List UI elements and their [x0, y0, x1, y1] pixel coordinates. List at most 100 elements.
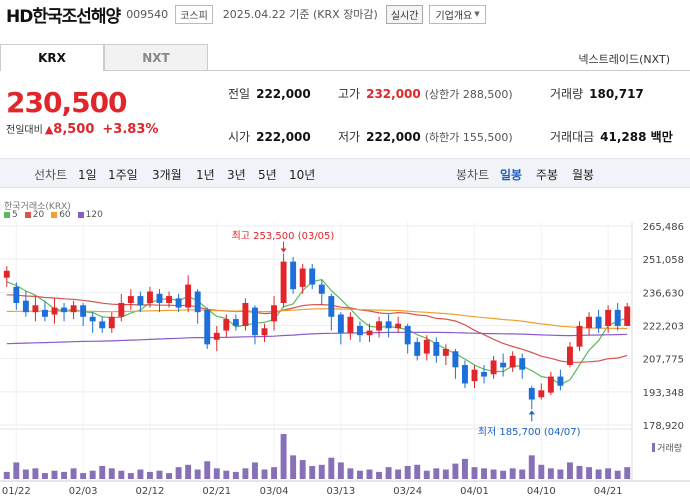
stat-value: 222,000	[256, 130, 311, 144]
volume-bar	[51, 470, 58, 479]
volume-bar	[280, 434, 287, 479]
period-3y[interactable]: 3년	[227, 168, 246, 182]
line-chart-label[interactable]: 선차트	[34, 168, 68, 182]
candle-body	[605, 309, 612, 326]
candle-body	[595, 316, 602, 329]
volume-bar	[318, 464, 325, 479]
volume-bar	[32, 468, 39, 479]
stat-value: 222,000	[366, 130, 421, 144]
x-tick-label: 03/13	[326, 486, 355, 497]
candle-body	[414, 342, 421, 356]
volume-bar	[328, 457, 335, 479]
chart-source: 한국거래소(KRX)	[4, 202, 71, 212]
candle-body	[185, 284, 192, 308]
candle-body	[13, 286, 20, 303]
candle-body	[108, 316, 115, 329]
stat-value: 232,000	[366, 87, 421, 101]
ma-legend: 5 20 60 120	[4, 210, 103, 220]
candle-body	[328, 296, 335, 317]
stat-label: 저가	[338, 130, 361, 144]
period-1y[interactable]: 1년	[196, 168, 215, 182]
candle-body	[366, 330, 373, 336]
candle-body	[156, 293, 163, 303]
volume-bar	[41, 473, 48, 479]
candle-body	[538, 390, 545, 398]
candle-chart-label[interactable]: 봉차트	[456, 168, 490, 182]
candle-body	[481, 371, 488, 377]
volume-bar	[605, 468, 612, 479]
volume-bar	[481, 468, 488, 479]
stat-label: 시가	[228, 130, 251, 144]
volume-bar	[509, 468, 516, 479]
volume-bar	[385, 467, 392, 479]
period-3m[interactable]: 3개월	[152, 168, 182, 182]
volume-bar	[61, 471, 68, 479]
volume-bar	[232, 471, 239, 479]
period-1d[interactable]: 1일	[78, 168, 97, 182]
legend-label: 5	[12, 210, 18, 220]
tab-nxt[interactable]: NXT	[104, 44, 208, 71]
volume-bar	[70, 468, 77, 479]
chart-low-annotation: 최저 185,700 (04/07)	[477, 427, 581, 439]
candle-body	[137, 296, 144, 306]
volume-bar	[146, 471, 153, 479]
upper-limit: (상한가 288,500)	[424, 88, 513, 101]
candle-body	[41, 309, 48, 317]
candle-body	[547, 376, 554, 393]
volume-legend: 거래량	[652, 441, 682, 454]
volume-bar	[376, 471, 383, 479]
candle-body	[213, 332, 220, 340]
volume-bar	[500, 470, 507, 479]
volume-bar	[547, 468, 554, 479]
candle-monthly[interactable]: 월봉	[572, 168, 595, 182]
y-tick-label: 236,630	[643, 288, 684, 299]
volume-bar	[194, 469, 201, 479]
nextrade-link[interactable]: 넥스트레이드(NXT)	[578, 53, 670, 66]
candle-body	[519, 358, 526, 370]
stat-value: 222,000	[256, 87, 311, 101]
stat-high: 고가 232,000 (상한가 288,500)	[338, 85, 513, 102]
tab-krx[interactable]: KRX	[0, 44, 104, 71]
candle-body	[566, 346, 573, 366]
volume-bar	[299, 460, 306, 479]
x-tick-label: 04/10	[527, 486, 556, 497]
volume-bar	[528, 455, 535, 479]
volume-bar	[519, 469, 526, 479]
candle-body	[471, 369, 478, 382]
candle-body	[500, 362, 507, 368]
stat-trade-value: 거래대금 41,288 백만	[550, 128, 673, 145]
volume-bar	[442, 469, 449, 479]
volume-legend-label: 거래량	[657, 444, 682, 454]
candle-body	[461, 365, 468, 384]
stat-value: 180,717	[589, 87, 644, 101]
volume-bar	[185, 464, 192, 479]
legend-ma5: 5	[4, 210, 18, 220]
volume-bar	[614, 470, 621, 479]
x-tick-label: 03/04	[260, 486, 289, 497]
candle-daily[interactable]: 일봉	[500, 168, 523, 182]
period-10y[interactable]: 10년	[289, 168, 316, 182]
candle-body	[146, 291, 153, 303]
candle-body	[347, 316, 354, 333]
candle-body	[586, 316, 593, 329]
candle-body	[299, 268, 306, 287]
ma120-line	[6, 331, 628, 345]
x-tick-label: 03/24	[393, 486, 422, 497]
candlestick-chart[interactable]: 265,486 251,058 236,630 222,203 207,775 193,3…	[0, 222, 690, 503]
company-info-button[interactable]: 기업개요 ▼	[429, 4, 486, 24]
volume-bar	[271, 467, 278, 479]
period-1w[interactable]: 1주일	[108, 168, 138, 182]
candle-body	[271, 305, 278, 322]
candle-body	[557, 376, 564, 386]
chart-toolbar: 선차트 1일 1주일 3개월 1년 3년 5년 10년 봉차트 일봉 주봉 월봉	[0, 158, 690, 188]
candle-body	[490, 360, 497, 375]
change-label: 전일대비	[6, 125, 43, 136]
volume-bar	[490, 469, 497, 479]
volume-bar	[213, 468, 220, 479]
realtime-button[interactable]: 실시간	[385, 4, 424, 24]
volume-bar	[471, 467, 478, 479]
period-5y[interactable]: 5년	[258, 168, 277, 182]
candle-weekly[interactable]: 주봉	[536, 168, 559, 182]
candle-body	[404, 325, 411, 345]
y-tick-label: 222,203	[643, 322, 684, 333]
